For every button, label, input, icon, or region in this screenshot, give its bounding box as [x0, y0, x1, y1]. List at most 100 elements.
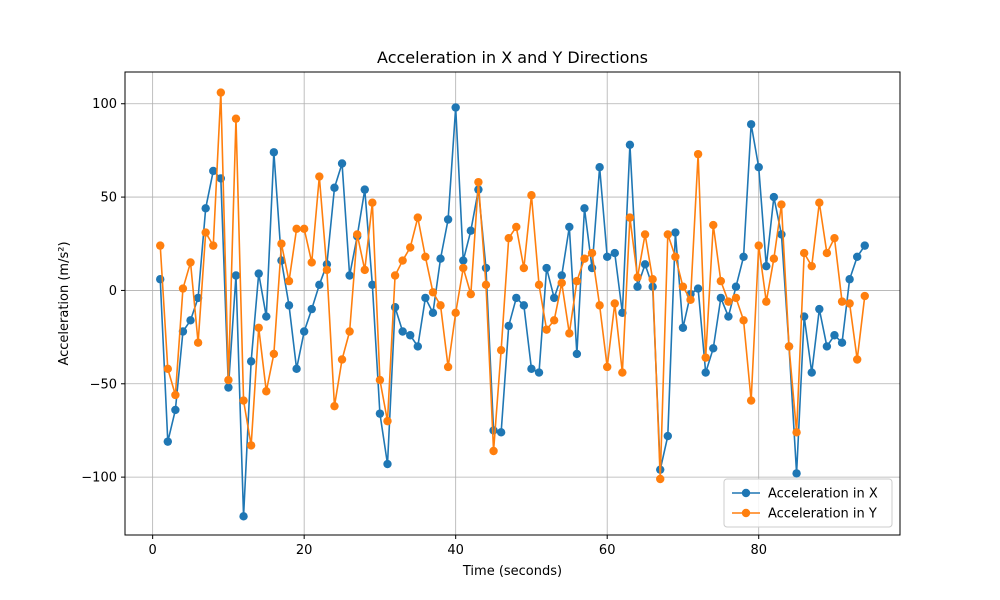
data-point [784, 342, 794, 351]
data-point [769, 192, 779, 202]
data-point [527, 191, 536, 200]
data-point [216, 88, 226, 97]
series-y [156, 88, 869, 484]
x-tick-label: 0 [149, 543, 157, 558]
data-point [739, 316, 748, 325]
data-point [443, 362, 453, 372]
data-point [443, 215, 453, 224]
data-point [284, 301, 294, 310]
data-point [678, 282, 688, 291]
data-point [534, 368, 544, 377]
x-tick-label: 60 [599, 543, 616, 558]
data-point [481, 280, 491, 290]
y-tick-label: −100 [81, 471, 117, 486]
data-point [292, 364, 301, 374]
y-axis-label: Acceleration (m/s²) [57, 241, 72, 365]
legend: Acceleration in X Acceleration in Y [723, 478, 893, 528]
data-point [633, 273, 642, 282]
data-point [686, 295, 695, 304]
data-point [269, 148, 279, 157]
data-point [595, 163, 604, 172]
data-point [413, 213, 422, 222]
data-point [762, 261, 771, 271]
data-point [360, 185, 369, 194]
x-tick-label: 80 [750, 543, 767, 558]
data-point [299, 224, 309, 234]
data-point [739, 252, 748, 262]
data-point [595, 301, 604, 310]
data-point [269, 349, 279, 359]
data-point [830, 233, 839, 243]
data-point [709, 344, 718, 353]
data-point [656, 474, 665, 484]
data-point [315, 280, 324, 290]
data-point [769, 254, 779, 263]
data-point [368, 198, 377, 207]
data-point [436, 254, 445, 263]
data-point [792, 469, 801, 478]
data-point [542, 325, 551, 334]
data-point [815, 198, 824, 207]
data-point [330, 401, 339, 411]
data-point [853, 355, 862, 364]
data-point [398, 327, 407, 336]
data-point [822, 342, 832, 351]
x-tick-label: 40 [447, 543, 464, 558]
data-point [860, 241, 869, 250]
legend-marker [741, 508, 751, 518]
data-point [224, 375, 233, 385]
data-point [724, 312, 733, 321]
data-point [421, 252, 430, 262]
series-line [159, 106, 866, 518]
data-point [663, 230, 672, 239]
data-point [587, 248, 597, 258]
data-point [239, 512, 248, 521]
data-point [572, 349, 582, 359]
data-point [610, 299, 619, 308]
data-point [815, 304, 824, 314]
data-point [565, 329, 574, 338]
data-point [762, 297, 771, 306]
data-point [633, 282, 642, 291]
data-point [330, 183, 339, 192]
data-point [459, 256, 468, 265]
data-point [406, 243, 415, 252]
plot-frame [124, 71, 901, 536]
data-point [383, 416, 392, 426]
data-point [496, 428, 506, 437]
data-point [353, 230, 362, 239]
data-point [231, 271, 241, 280]
data-point [701, 368, 710, 377]
data-point [254, 269, 263, 278]
data-point [709, 220, 718, 230]
data-point [754, 163, 763, 172]
data-point [406, 331, 415, 340]
legend-marker [741, 488, 751, 498]
data-point [345, 271, 354, 280]
data-point [527, 364, 536, 374]
data-point [171, 405, 180, 415]
data-point [565, 222, 574, 232]
data-point [549, 316, 559, 325]
data-point [322, 265, 332, 275]
data-point [693, 284, 703, 293]
data-point [315, 172, 324, 181]
data-point [724, 297, 733, 306]
data-point [390, 303, 400, 312]
data-point [693, 149, 703, 159]
data-point [171, 390, 180, 400]
data-point [262, 387, 271, 396]
data-point [822, 248, 832, 258]
data-point [178, 327, 188, 336]
data-point [307, 258, 316, 267]
data-point [451, 103, 460, 112]
data-point [580, 254, 589, 263]
y-tick-label: 0 [109, 284, 117, 299]
data-point [618, 368, 627, 377]
data-point [466, 226, 476, 235]
data-point [860, 291, 869, 301]
data-point [777, 200, 786, 209]
data-point [337, 355, 347, 364]
data-point [746, 396, 756, 405]
data-point [837, 338, 847, 347]
